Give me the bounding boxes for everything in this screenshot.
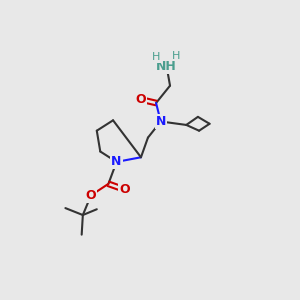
- Text: H: H: [152, 52, 160, 62]
- Text: NH: NH: [156, 59, 177, 73]
- Text: O: O: [119, 183, 130, 196]
- Text: N: N: [155, 115, 166, 128]
- Text: O: O: [136, 93, 146, 106]
- Text: O: O: [86, 189, 96, 202]
- Text: H: H: [172, 51, 180, 61]
- Text: N: N: [111, 155, 122, 168]
